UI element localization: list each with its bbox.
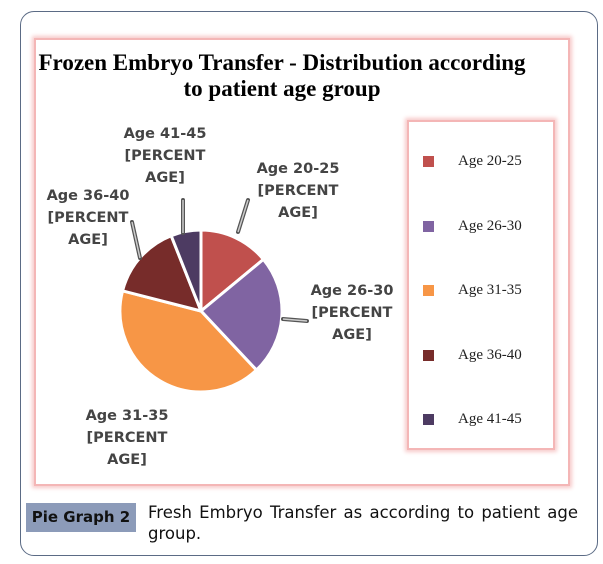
legend-label: Age 41-45 [458, 411, 522, 427]
figure-container [20, 11, 598, 556]
data-label-0: AGE] [278, 205, 318, 221]
legend-swatch [423, 220, 434, 232]
chart-frame [34, 38, 570, 486]
pie-slice-4 [169, 228, 203, 312]
data-label-2: [PERCENT [87, 430, 168, 446]
data-label-1: [PERCENT [312, 305, 393, 321]
pie-slice-1 [198, 257, 284, 373]
data-label-3: [PERCENT [48, 210, 129, 226]
caption-text: Fresh Embryo Transfer as according to pa… [148, 503, 578, 543]
data-label-0: [PERCENT [258, 183, 339, 199]
data-label-0: Age 20-25 [257, 161, 340, 177]
legend-item: Age 26-30 [423, 218, 522, 235]
chart-title: Frozen Embryo Transfer - Distribution ac… [38, 50, 526, 101]
legend-item: Age 31-35 [423, 282, 522, 299]
legend: Age 20-25 Age 26-30 Age 31-35 Age 36-40 Age … [407, 120, 555, 450]
legend-swatch [423, 285, 434, 296]
data-label-2: Age 31-35 [86, 408, 169, 424]
data-label-1: AGE] [332, 327, 372, 343]
legend-label: Age 20-25 [458, 153, 522, 169]
legend-label: Age 36-40 [458, 346, 522, 363]
legend-item: Age 41-45 [423, 411, 522, 428]
pie-slice-2 [118, 289, 259, 394]
legend-swatch [423, 156, 434, 167]
data-label-4: Age 41-45 [124, 126, 207, 142]
data-label-3: Age 36-40 [47, 188, 130, 204]
legend-swatch [423, 414, 434, 425]
leader-line-inner-3 [131, 221, 141, 259]
data-label-4: [PERCENT [125, 148, 206, 164]
data-label-3: AGE] [68, 232, 108, 248]
leader-line-inner-0 [237, 199, 249, 233]
data-label-4: AGE] [145, 170, 185, 186]
data-label-2: AGE] [107, 452, 147, 468]
pie-slice-0 [199, 228, 266, 315]
legend-swatch [423, 349, 434, 361]
legend-item: Age 20-25 [423, 153, 522, 170]
legend-item: Age 36-40 [423, 347, 522, 364]
caption-badge: Pie Graph 2 [26, 503, 136, 532]
data-label-1: Age 26-30 [311, 283, 394, 299]
leader-line-inner-1 [282, 318, 308, 322]
legend-label: Age 26-30 [458, 217, 522, 234]
legend-label: Age 31-35 [458, 282, 522, 298]
